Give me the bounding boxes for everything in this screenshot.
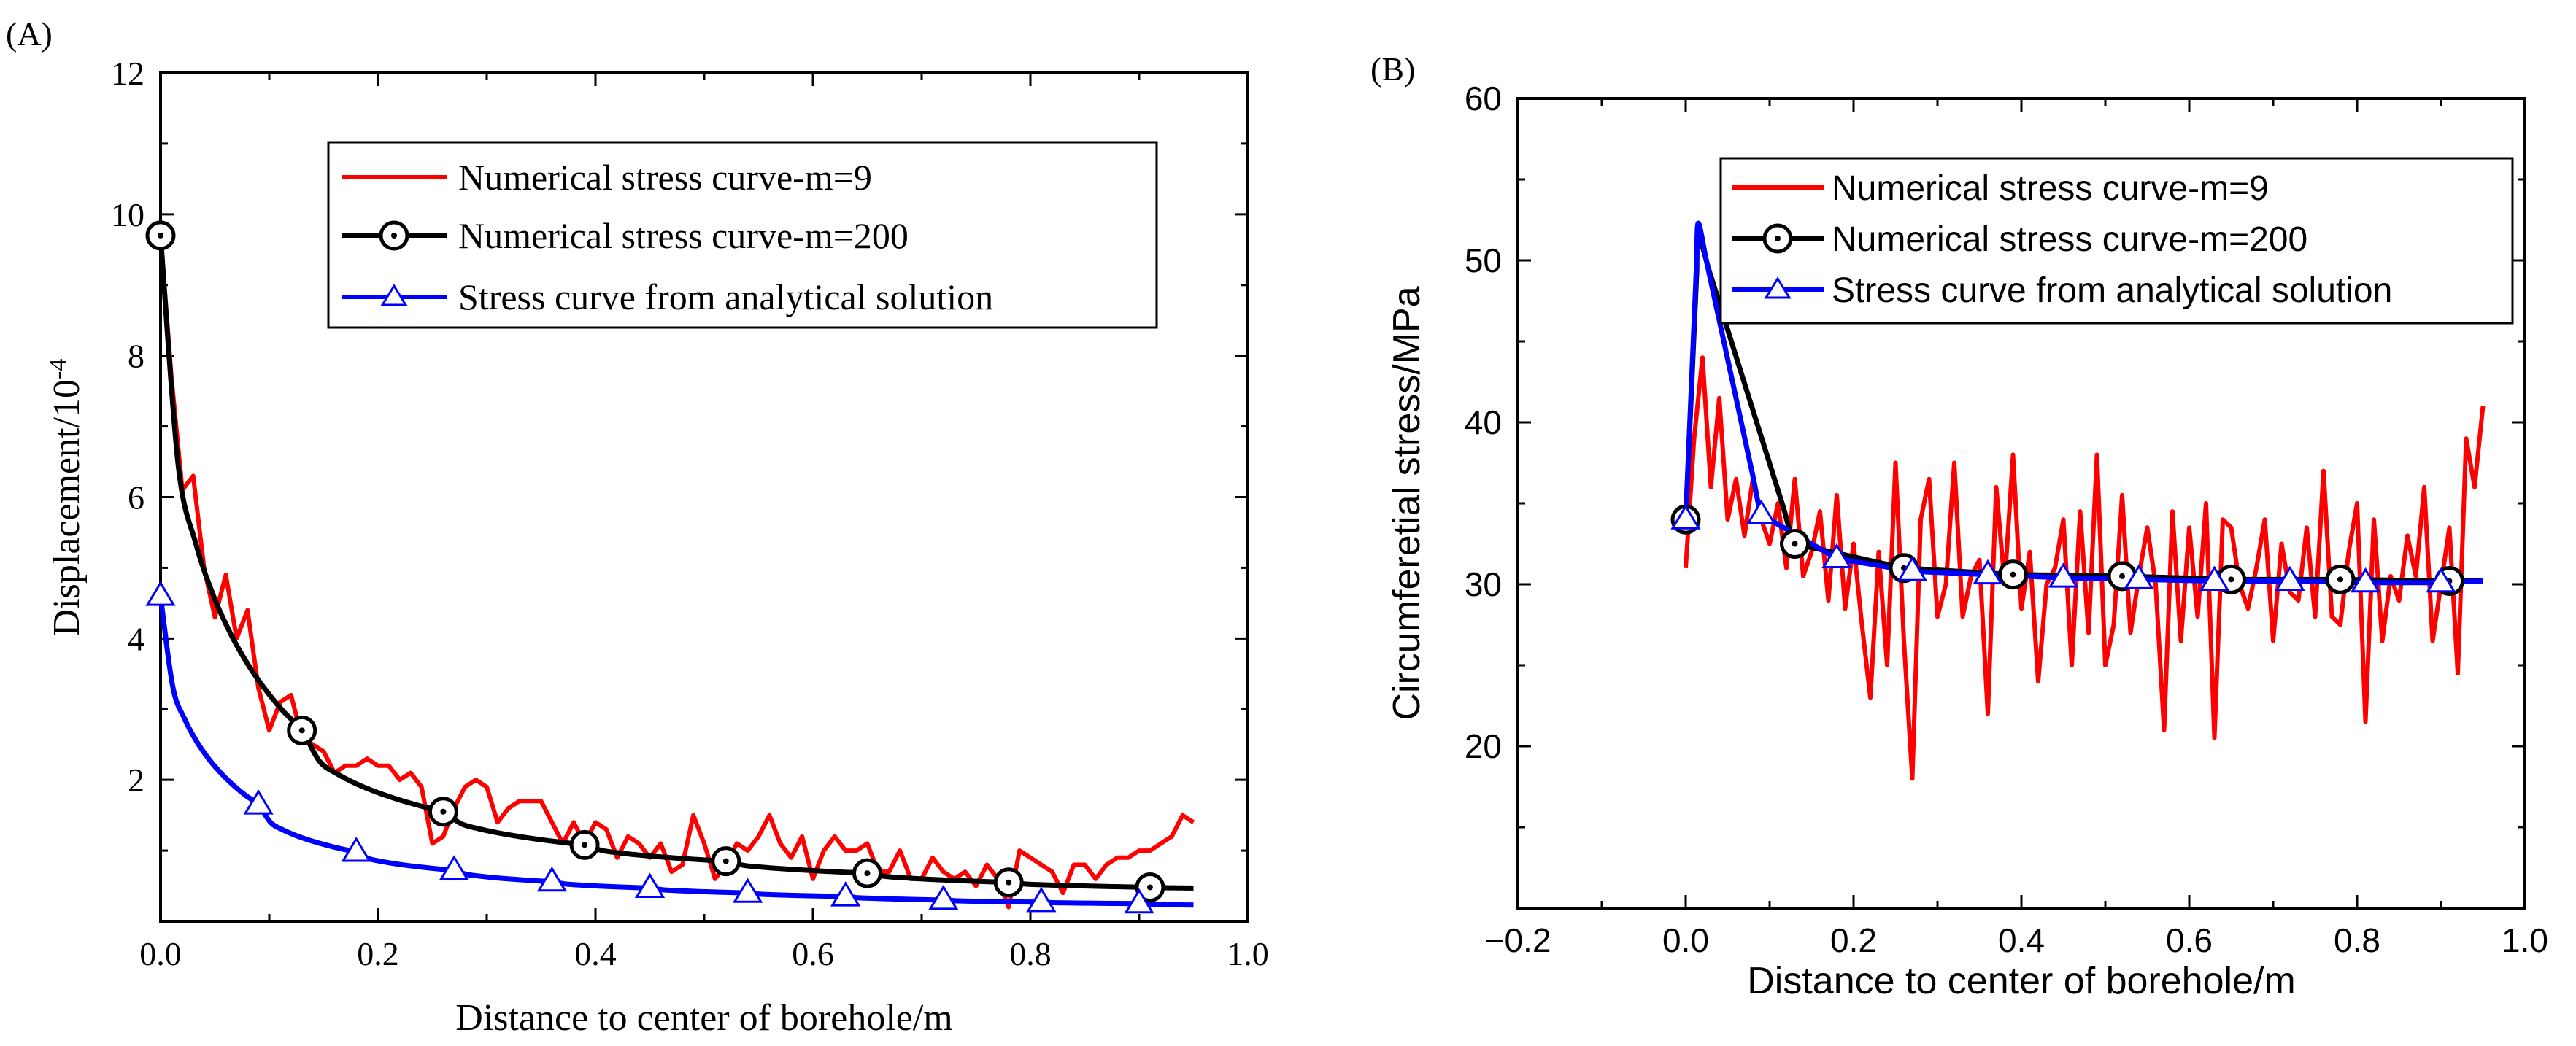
panel-a-series-analytical-marker — [1124, 888, 1154, 914]
panel-b-legend-label-m9: Numerical stress curve-m=9 — [1832, 169, 2269, 208]
panel-b-series-m200-marker-dot — [2228, 576, 2234, 583]
panel-a-x-tick-label: 0.6 — [792, 935, 834, 972]
panel-a-series-analytical-marker — [830, 881, 861, 907]
panel-a-series-m200-marker-dot — [864, 870, 871, 877]
panel-b-legend-label-analytical: Stress curve from analytical solution — [1832, 271, 2392, 310]
panel-b-series-m200-marker-dot — [2119, 573, 2125, 579]
panel-b-y-axis: 20 30 40 50 60 — [1465, 80, 2525, 829]
panel-a-x-tick-label: 0.8 — [1009, 935, 1052, 972]
panel-b-y-tick-label: 20 — [1465, 727, 1502, 765]
panel-b-legend-frame — [1719, 157, 2514, 325]
panel-b-y-tick-label: 50 — [1465, 241, 1502, 279]
panel-a-series-m9-line — [158, 235, 1195, 910]
panel-a-series-analytical-marker — [1026, 886, 1057, 913]
panel-a-legend: Numerical stress curve-m=9 Numerical str… — [327, 141, 1158, 329]
panel-b-series-m9-line — [1684, 355, 2486, 781]
panel-a-series-m200-marker-dot — [1146, 884, 1153, 891]
panel-b-x-tick-label: 0.4 — [1998, 921, 2045, 959]
panel-b-series-analytical-marker — [2199, 565, 2230, 592]
panel-a-series-m200-marker-dot — [1006, 879, 1012, 886]
panel-b-legend-label-m200: Numerical stress curve-m=200 — [1832, 220, 2307, 259]
panel-b-series-analytical-marker — [1973, 559, 2003, 585]
panel-b-x-tick-label: 1.0 — [2502, 921, 2548, 959]
panel-a-x-axis: 0.0 0.2 0.4 0.6 0.8 1.0 — [139, 73, 1269, 972]
panel-a-y-axis-label-exponent: -4 — [45, 359, 72, 379]
panel-b-x-tick-label: −0.2 — [1485, 921, 1551, 959]
panel-b-x-tick-label: 0.0 — [1662, 921, 1709, 959]
panel-b-y-tick-label: 30 — [1465, 565, 1502, 603]
panel-b-x-tick-label: 0.8 — [2334, 921, 2380, 959]
panel-b-series-m200-marker-dot — [2337, 576, 2343, 583]
panel-a-legend-label-m9: Numerical stress curve-m=9 — [458, 157, 872, 198]
panel-a-y-tick-label: 8 — [128, 338, 144, 375]
panel-b-x-axis-label: Distance to center of borehole/m — [1747, 960, 2296, 1002]
panel-a-legend-triangle-marker — [380, 284, 408, 306]
panel-b-x-tick-label: 0.6 — [2166, 921, 2213, 959]
panel-a-series-analytical-marker — [439, 855, 469, 880]
panel-b-legend: Numerical stress curve-m=9 Numerical str… — [1719, 157, 2514, 325]
panel-a: (A) 0.0 0.2 0.4 0.6 0.8 1.0 2 4 6 8 10 12 Distance… — [6, 15, 1269, 1039]
panel-b-series-analytical-marker — [2275, 565, 2305, 592]
panel-a-series-analytical-marker — [536, 866, 568, 892]
panel-a-label: (A) — [6, 15, 53, 53]
panel-a-series-m200-line — [158, 235, 1194, 891]
panel-a-legend-label-m200: Numerical stress curve-m=200 — [458, 215, 909, 256]
panel-b-series-analytical-marker — [1821, 543, 1852, 568]
panel-a-x-tick-label: 0.0 — [139, 935, 182, 972]
panel-b-x-axis: −0.2 0.0 0.2 0.4 0.6 0.8 1.0 — [1485, 98, 2548, 959]
panel-a-series-m200-marker-dot — [722, 858, 729, 864]
panel-a-series-m200-marker-dot — [158, 232, 163, 239]
panel-a-y-axis-label-main: Displacement/10 — [46, 379, 88, 636]
panel-a-legend-circle-dot — [391, 233, 397, 239]
panel-b-series-analytical-marker — [1897, 556, 1928, 581]
panel-a-y-tick-label: 6 — [128, 479, 144, 516]
panel-b-legend-triangle-marker — [1764, 276, 1792, 299]
panel-a-y-tick-label: 4 — [128, 620, 144, 657]
panel-a-y-tick-label: 10 — [111, 196, 144, 233]
panel-b: (B) −0.2 0.0 0.2 0.4 0.6 0.8 1.0 20 30 40 50 60 Di… — [1370, 50, 2548, 1002]
panel-a-y-axis-label: Displacement/10-4 — [45, 359, 88, 637]
panel-a-y-tick-label: 12 — [111, 55, 144, 92]
panel-a-legend-label-analytical: Stress curve from analytical solution — [458, 276, 993, 317]
panel-a-series — [145, 220, 1195, 914]
panel-b-series-analytical-marker — [2350, 567, 2381, 593]
panel-b-series-analytical-marker — [1670, 504, 1701, 530]
panel-b-label: (B) — [1370, 50, 1415, 88]
panel-a-x-axis-label: Distance to center of borehole/m — [455, 997, 953, 1039]
panel-a-x-tick-label: 1.0 — [1227, 935, 1269, 972]
panel-a-x-tick-label: 0.4 — [574, 935, 617, 972]
panel-a-series-analytical-marker — [634, 872, 666, 898]
panel-a-x-tick-label: 0.2 — [357, 935, 399, 972]
panel-b-y-tick-label: 60 — [1465, 80, 1502, 117]
panel-a-series-analytical-marker — [145, 581, 176, 606]
panel-b-series — [1670, 220, 2486, 781]
panel-a-series-m200-marker-dot — [582, 842, 588, 848]
panel-b-series-analytical-marker — [2426, 567, 2456, 593]
panel-b-series-analytical-marker — [2124, 564, 2154, 589]
panel-b-series-m200-marker-dot — [2010, 571, 2016, 578]
panel-a-series-analytical-marker — [243, 789, 274, 815]
panel-b-series-analytical-marker — [2048, 562, 2079, 588]
panel-a-series-m200-marker-dot — [440, 808, 447, 815]
panel-b-y-axis-label: Circumferetial stress/MPa — [1386, 286, 1428, 720]
panel-a-legend-frame — [327, 141, 1158, 329]
panel-b-series-m200-marker-dot — [1792, 541, 1798, 547]
panel-b-x-tick-label: 0.2 — [1830, 921, 1877, 959]
panel-a-series-analytical-marker — [341, 837, 371, 862]
panel-b-series-analytical-marker — [1746, 499, 1777, 525]
panel-a-y-tick-label: 2 — [128, 762, 144, 799]
panel-a-series-analytical-marker — [928, 885, 959, 910]
panel-a-series-analytical-marker — [732, 878, 763, 903]
panel-a-series-analytical-line — [158, 595, 1194, 908]
panel-b-legend-circle-dot — [1775, 236, 1781, 241]
panel-b-y-tick-label: 40 — [1465, 403, 1502, 441]
panel-a-series-m200-marker-dot — [298, 727, 305, 734]
